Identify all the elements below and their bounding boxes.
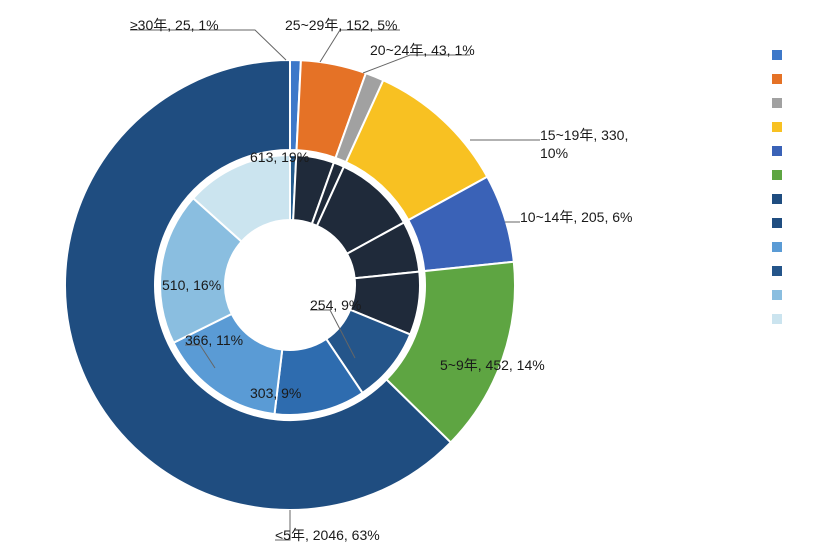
inner-label-2: 366, 11%	[185, 332, 243, 348]
inner-label-3: 303, 9%	[250, 385, 301, 401]
legend-swatch-2	[772, 98, 782, 108]
legend-swatch-11	[772, 314, 782, 324]
legend-item-2	[772, 98, 792, 108]
outer-label-0: ≥30年, 25, 1%	[130, 17, 219, 33]
donut-chart-svg: ≥30年, 25, 1% 25~29年, 152, 5% 20~24年, 43, 1…	[0, 0, 822, 548]
legend-item-11	[772, 314, 792, 324]
legend-item-0	[772, 50, 792, 60]
legend-item-6	[772, 194, 792, 204]
inner-label-0: 613, 19%	[250, 149, 309, 165]
outer-label-1: 25~29年, 152, 5%	[285, 17, 397, 33]
legend-swatch-3	[772, 122, 782, 132]
outer-label-6: <5年, 2046, 63%	[275, 527, 380, 543]
legend-swatch-9	[772, 266, 782, 276]
legend-item-7	[772, 218, 792, 228]
legend-swatch-4	[772, 146, 782, 156]
legend-swatch-0	[772, 50, 782, 60]
outer-label-3: 10%	[540, 145, 568, 161]
legend-swatch-7	[772, 218, 782, 228]
outer-leader-0	[130, 30, 286, 60]
legend-swatch-5	[772, 170, 782, 180]
legend-swatch-10	[772, 290, 782, 300]
inner-label-4: 254, 9%	[310, 297, 361, 313]
legend	[772, 50, 792, 338]
legend-swatch-8	[772, 242, 782, 252]
legend-swatch-1	[772, 74, 782, 84]
legend-item-5	[772, 170, 792, 180]
outer-label-5: 5~9年, 452, 14%	[440, 357, 545, 373]
legend-item-10	[772, 290, 792, 300]
legend-swatch-6	[772, 194, 782, 204]
legend-item-8	[772, 242, 792, 252]
outer-label-4: 10~14年, 205, 6%	[520, 209, 632, 225]
inner-label-1: 510, 16%	[162, 277, 221, 293]
outer-label-2: 20~24年, 43, 1%	[370, 42, 475, 58]
legend-item-1	[772, 74, 792, 84]
legend-item-3	[772, 122, 792, 132]
outer-label-3: 15~19年, 330,	[540, 127, 628, 143]
legend-item-9	[772, 266, 792, 276]
legend-item-4	[772, 146, 792, 156]
chart-container: ≥30年, 25, 1% 25~29年, 152, 5% 20~24年, 43, 1…	[0, 0, 822, 548]
